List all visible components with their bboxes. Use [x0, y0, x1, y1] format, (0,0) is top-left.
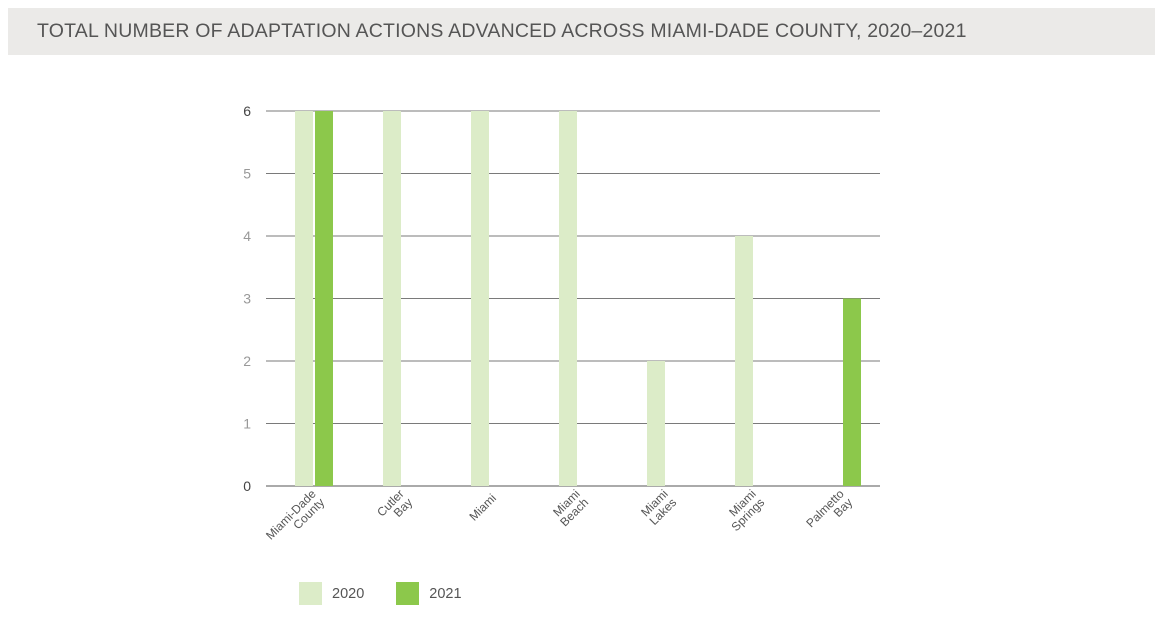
- y-tick-label-3: 3: [243, 291, 251, 307]
- legend-label-2021: 2021: [429, 585, 462, 602]
- legend-label-2020: 2020: [332, 585, 365, 602]
- legend: 2020 2021: [299, 582, 494, 605]
- y-tick-label-0: 0: [243, 478, 251, 494]
- x-tick-label-1: CutlerBay: [374, 487, 415, 528]
- legend-item-2020: 2020: [299, 582, 364, 605]
- x-tick-label-4: MiamiLakes: [638, 487, 679, 528]
- x-tick-label-5: MiamiSprings: [720, 487, 767, 534]
- chart-title: TOTAL NUMBER OF ADAPTATION ACTIONS ADVAN…: [37, 20, 967, 42]
- x-tick-label-2: Miami: [466, 491, 499, 524]
- x-tick-label-6: PalmettoBay: [803, 487, 855, 539]
- x-tick-label-line: Miami: [466, 491, 499, 524]
- y-tick-label-2: 2: [243, 353, 251, 369]
- bar-2020-1: [383, 111, 401, 486]
- y-tick-label-1: 1: [243, 416, 251, 432]
- bar-2020-0: [295, 111, 313, 486]
- legend-item-2021: 2021: [396, 582, 462, 605]
- bar-2020-5: [735, 236, 753, 486]
- x-tick-label-0: Miami-DadeCounty: [263, 487, 327, 551]
- bar-2020-4: [647, 361, 665, 486]
- bar-2020-2: [471, 111, 489, 486]
- legend-swatch-2021: [396, 582, 420, 605]
- legend-swatch-2020: [299, 582, 322, 605]
- bar-2020-3: [559, 111, 577, 486]
- x-tick-label-3: MiamiBeach: [549, 487, 591, 529]
- y-tick-label-6: 6: [243, 103, 251, 119]
- y-tick-label-5: 5: [243, 166, 251, 182]
- bar-2021-0: [315, 111, 333, 486]
- y-tick-label-4: 4: [243, 228, 251, 244]
- chart-title-bar: TOTAL NUMBER OF ADAPTATION ACTIONS ADVAN…: [8, 8, 1155, 55]
- bar-2021-6: [843, 298, 861, 486]
